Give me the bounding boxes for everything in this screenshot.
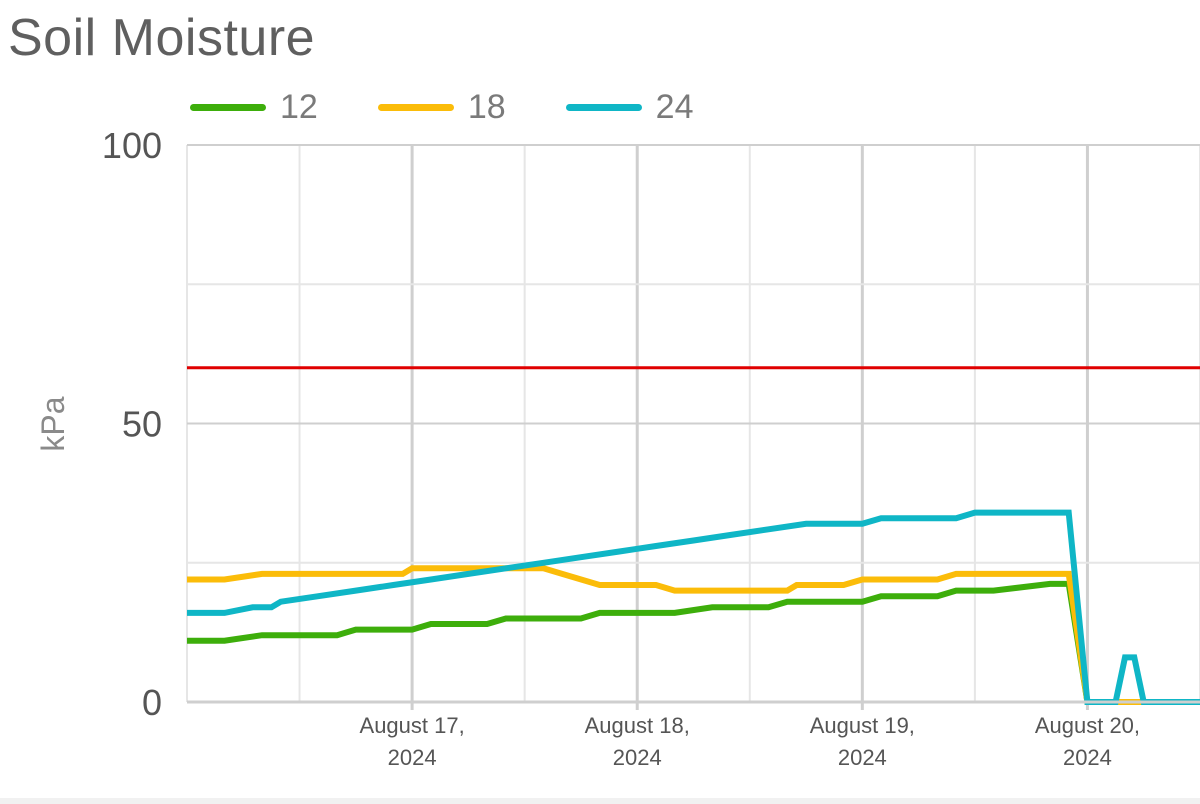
- legend-item-12[interactable]: 12: [190, 88, 318, 127]
- legend-label-18: 18: [467, 88, 506, 126]
- y-tick-label: 100: [102, 125, 162, 166]
- y-tick-label: 50: [122, 404, 162, 445]
- series-line-18: [187, 565, 1200, 705]
- legend-label-12: 12: [280, 88, 318, 126]
- legend-label-24: 24: [655, 88, 694, 126]
- x-tick-label: 2024: [388, 745, 437, 770]
- x-tick-label: August 18,: [585, 713, 690, 738]
- chart-title: Soil Moisture: [8, 9, 316, 67]
- legend-swatch-12: [190, 104, 266, 111]
- legend: 12 18 24: [190, 88, 753, 127]
- x-tick-label: 2024: [613, 745, 662, 770]
- y-axis-label: kPa: [35, 396, 71, 451]
- series-line-12: [187, 580, 1200, 705]
- legend-swatch-18: [377, 104, 454, 111]
- x-tick-label: August 17,: [360, 713, 465, 738]
- x-tick-label: August 20,: [1035, 713, 1140, 738]
- legend-item-18[interactable]: 18: [377, 88, 506, 127]
- bottom-divider: [0, 798, 1200, 804]
- legend-item-24[interactable]: 24: [565, 88, 694, 127]
- y-tick-label: 0: [142, 682, 162, 723]
- x-tick-label: 2024: [838, 745, 887, 770]
- x-tick-label: 2024: [1063, 745, 1112, 770]
- x-tick-label: August 19,: [810, 713, 915, 738]
- legend-swatch-24: [565, 104, 642, 111]
